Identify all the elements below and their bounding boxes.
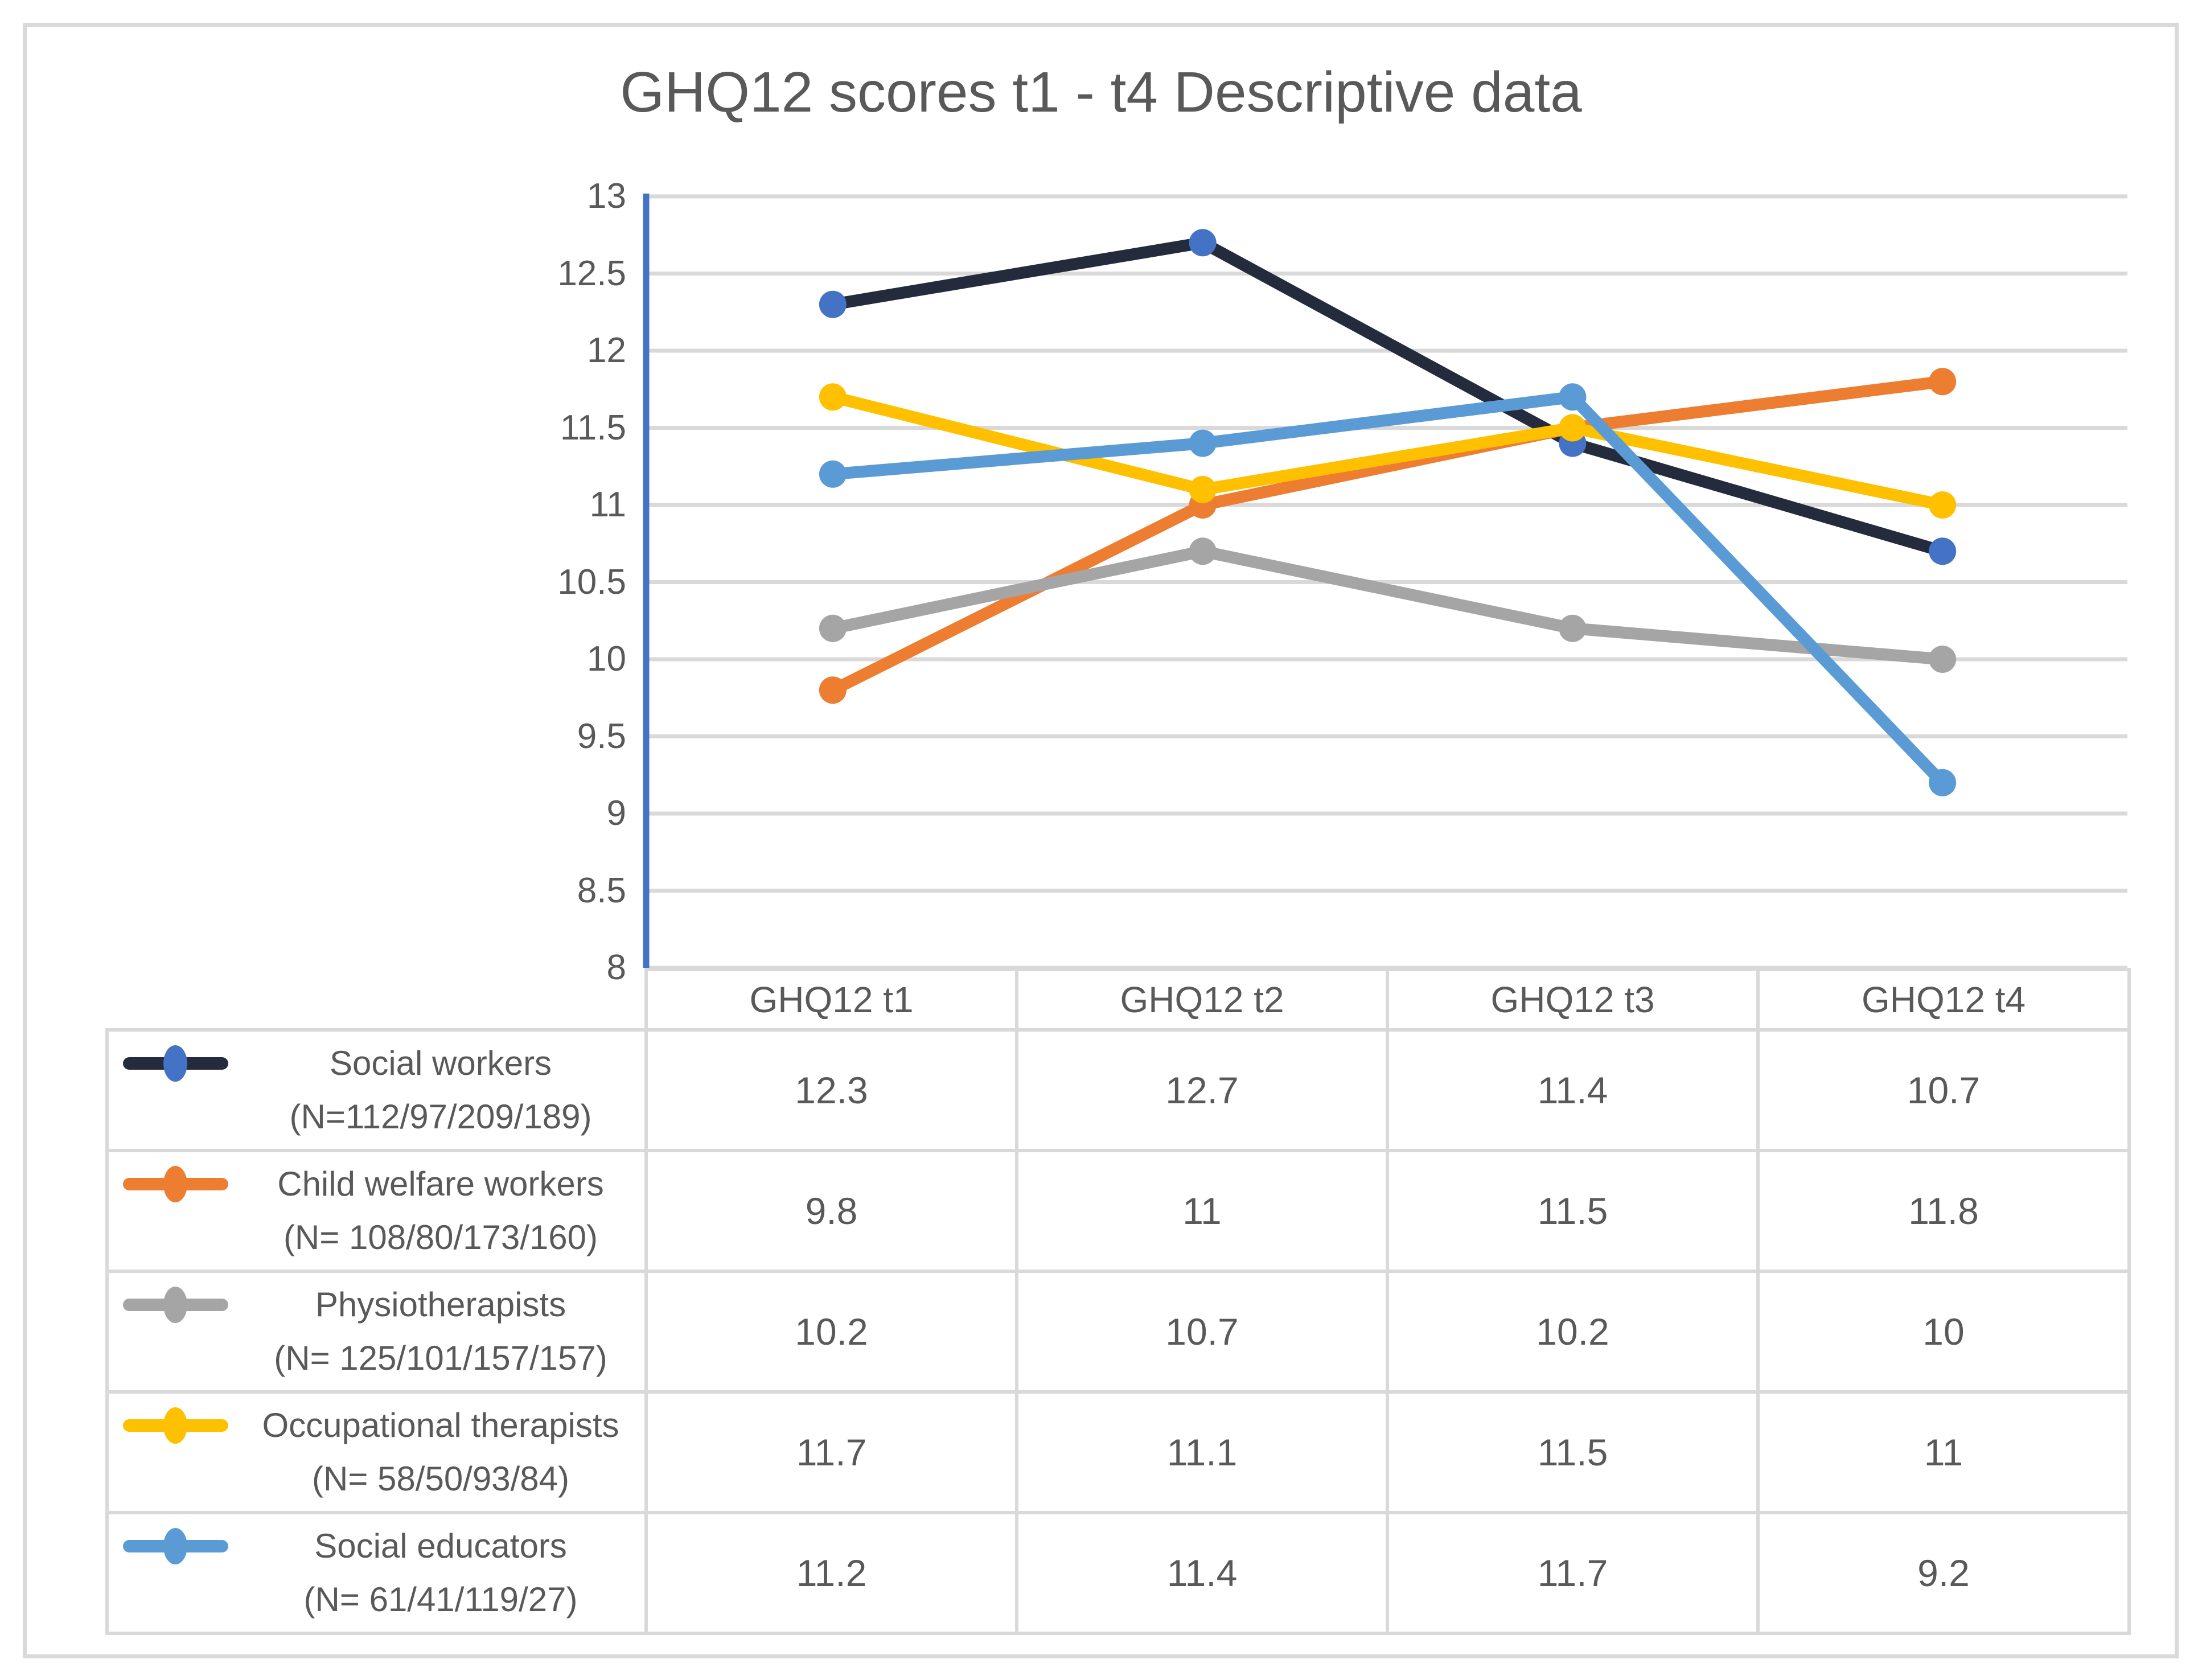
legend-item-child-welfare-workers: Child welfare workers (N= 108/80/173/160… xyxy=(109,1152,644,1270)
legend-label: Social educators (N= 61/41/119/27) xyxy=(243,1514,639,1632)
legend-label: Child welfare workers (N= 108/80/173/160… xyxy=(243,1152,639,1270)
legend-key xyxy=(123,1407,228,1444)
table-cell: 11.5 xyxy=(1389,1394,1756,1511)
legend-item-social-workers: Social workers (N=112/97/209/189) xyxy=(109,1032,644,1149)
legend-key xyxy=(123,1287,228,1323)
table-cell: 11.7 xyxy=(648,1394,1015,1511)
y-axis-tick-label: 8.5 xyxy=(577,870,626,910)
y-axis-tick-label: 10 xyxy=(587,639,626,679)
table-cell: 10.7 xyxy=(1760,1032,2127,1149)
series-name: Child welfare workers xyxy=(277,1165,604,1203)
column-header: GHQ12 t1 xyxy=(648,971,1015,1028)
table-cell: 9.8 xyxy=(648,1152,1015,1270)
table-cell: 11.5 xyxy=(1389,1152,1756,1270)
legend-marker-dot xyxy=(163,1287,187,1323)
series-n-label: (N= 58/50/93/84) xyxy=(312,1460,569,1498)
y-axis-tick-label: 10.5 xyxy=(557,562,626,602)
series-name: Physiotherapists xyxy=(315,1285,566,1324)
table-cell: 10.2 xyxy=(1389,1273,1756,1390)
y-axis-tick-label: 11.5 xyxy=(560,408,626,447)
legend-item-physiotherapists: Physiotherapists (N= 125/101/157/157) xyxy=(109,1273,644,1390)
series-n-label: (N=112/97/209/189) xyxy=(289,1098,592,1136)
table-cell: 12.3 xyxy=(648,1032,1015,1149)
table-cell: 11.8 xyxy=(1760,1152,2127,1270)
legend-label: Physiotherapists (N= 125/101/157/157) xyxy=(243,1273,639,1390)
series-n-label: (N= 125/101/157/157) xyxy=(274,1339,607,1377)
legend-marker-dot xyxy=(163,1045,187,1082)
data-table-header-row: GHQ12 t1 GHQ12 t2 GHQ12 t3 GHQ12 t4 xyxy=(644,968,2131,1032)
table-cell: 11.4 xyxy=(1389,1032,1756,1149)
table-cell: 11 xyxy=(1760,1394,2127,1511)
legend-key xyxy=(123,1045,228,1082)
data-table-body: Social workers (N=112/97/209/189) 12.3 1… xyxy=(105,1028,2131,1635)
table-cell: 10 xyxy=(1760,1273,2127,1390)
series-n-label: (N= 108/80/173/160) xyxy=(283,1218,598,1256)
legend-key xyxy=(123,1166,228,1202)
legend-label: Occupational therapists (N= 58/50/93/84) xyxy=(243,1394,639,1511)
series-name: Occupational therapists xyxy=(262,1406,619,1444)
legend-key xyxy=(123,1528,228,1564)
table-cell: 10.7 xyxy=(1018,1273,1386,1390)
y-axis-tick-label: 12 xyxy=(587,331,626,370)
column-header: GHQ12 t3 xyxy=(1389,971,1756,1028)
legend-item-social-educators: Social educators (N= 61/41/119/27) xyxy=(109,1514,644,1632)
table-cell: 11.2 xyxy=(648,1514,1015,1632)
series-n-label: (N= 61/41/119/27) xyxy=(303,1580,578,1619)
series-name: Social workers xyxy=(329,1044,552,1082)
y-axis-tick-label: 8 xyxy=(606,948,626,987)
legend-marker-dot xyxy=(163,1166,187,1202)
legend-label: Social workers (N=112/97/209/189) xyxy=(243,1032,639,1149)
y-axis-tick-label: 11 xyxy=(589,485,626,524)
table-cell: 9.2 xyxy=(1760,1514,2127,1632)
column-header: GHQ12 t4 xyxy=(1760,971,2127,1028)
table-cell: 12.7 xyxy=(1018,1032,1386,1149)
legend-marker-dot xyxy=(163,1407,187,1444)
series-name: Social educators xyxy=(314,1527,567,1565)
chart-title: GHQ12 scores t1 - t4 Descriptive data xyxy=(620,60,1582,124)
table-cell: 11.1 xyxy=(1018,1394,1386,1511)
legend-marker-dot xyxy=(163,1528,187,1564)
table-cell: 11 xyxy=(1018,1152,1386,1270)
y-axis-tick-label: 13 xyxy=(587,176,626,216)
table-cell: 11.4 xyxy=(1018,1514,1386,1632)
y-axis-tick-label: 9.5 xyxy=(577,716,626,756)
y-axis-tick-label: 12.5 xyxy=(557,253,626,293)
column-header: GHQ12 t2 xyxy=(1018,971,1386,1028)
y-axis-tick-label: 9 xyxy=(606,794,626,833)
table-cell: 10.2 xyxy=(648,1273,1015,1390)
legend-item-occupational-therapists: Occupational therapists (N= 58/50/93/84) xyxy=(109,1394,644,1511)
table-cell: 11.7 xyxy=(1389,1514,1756,1632)
